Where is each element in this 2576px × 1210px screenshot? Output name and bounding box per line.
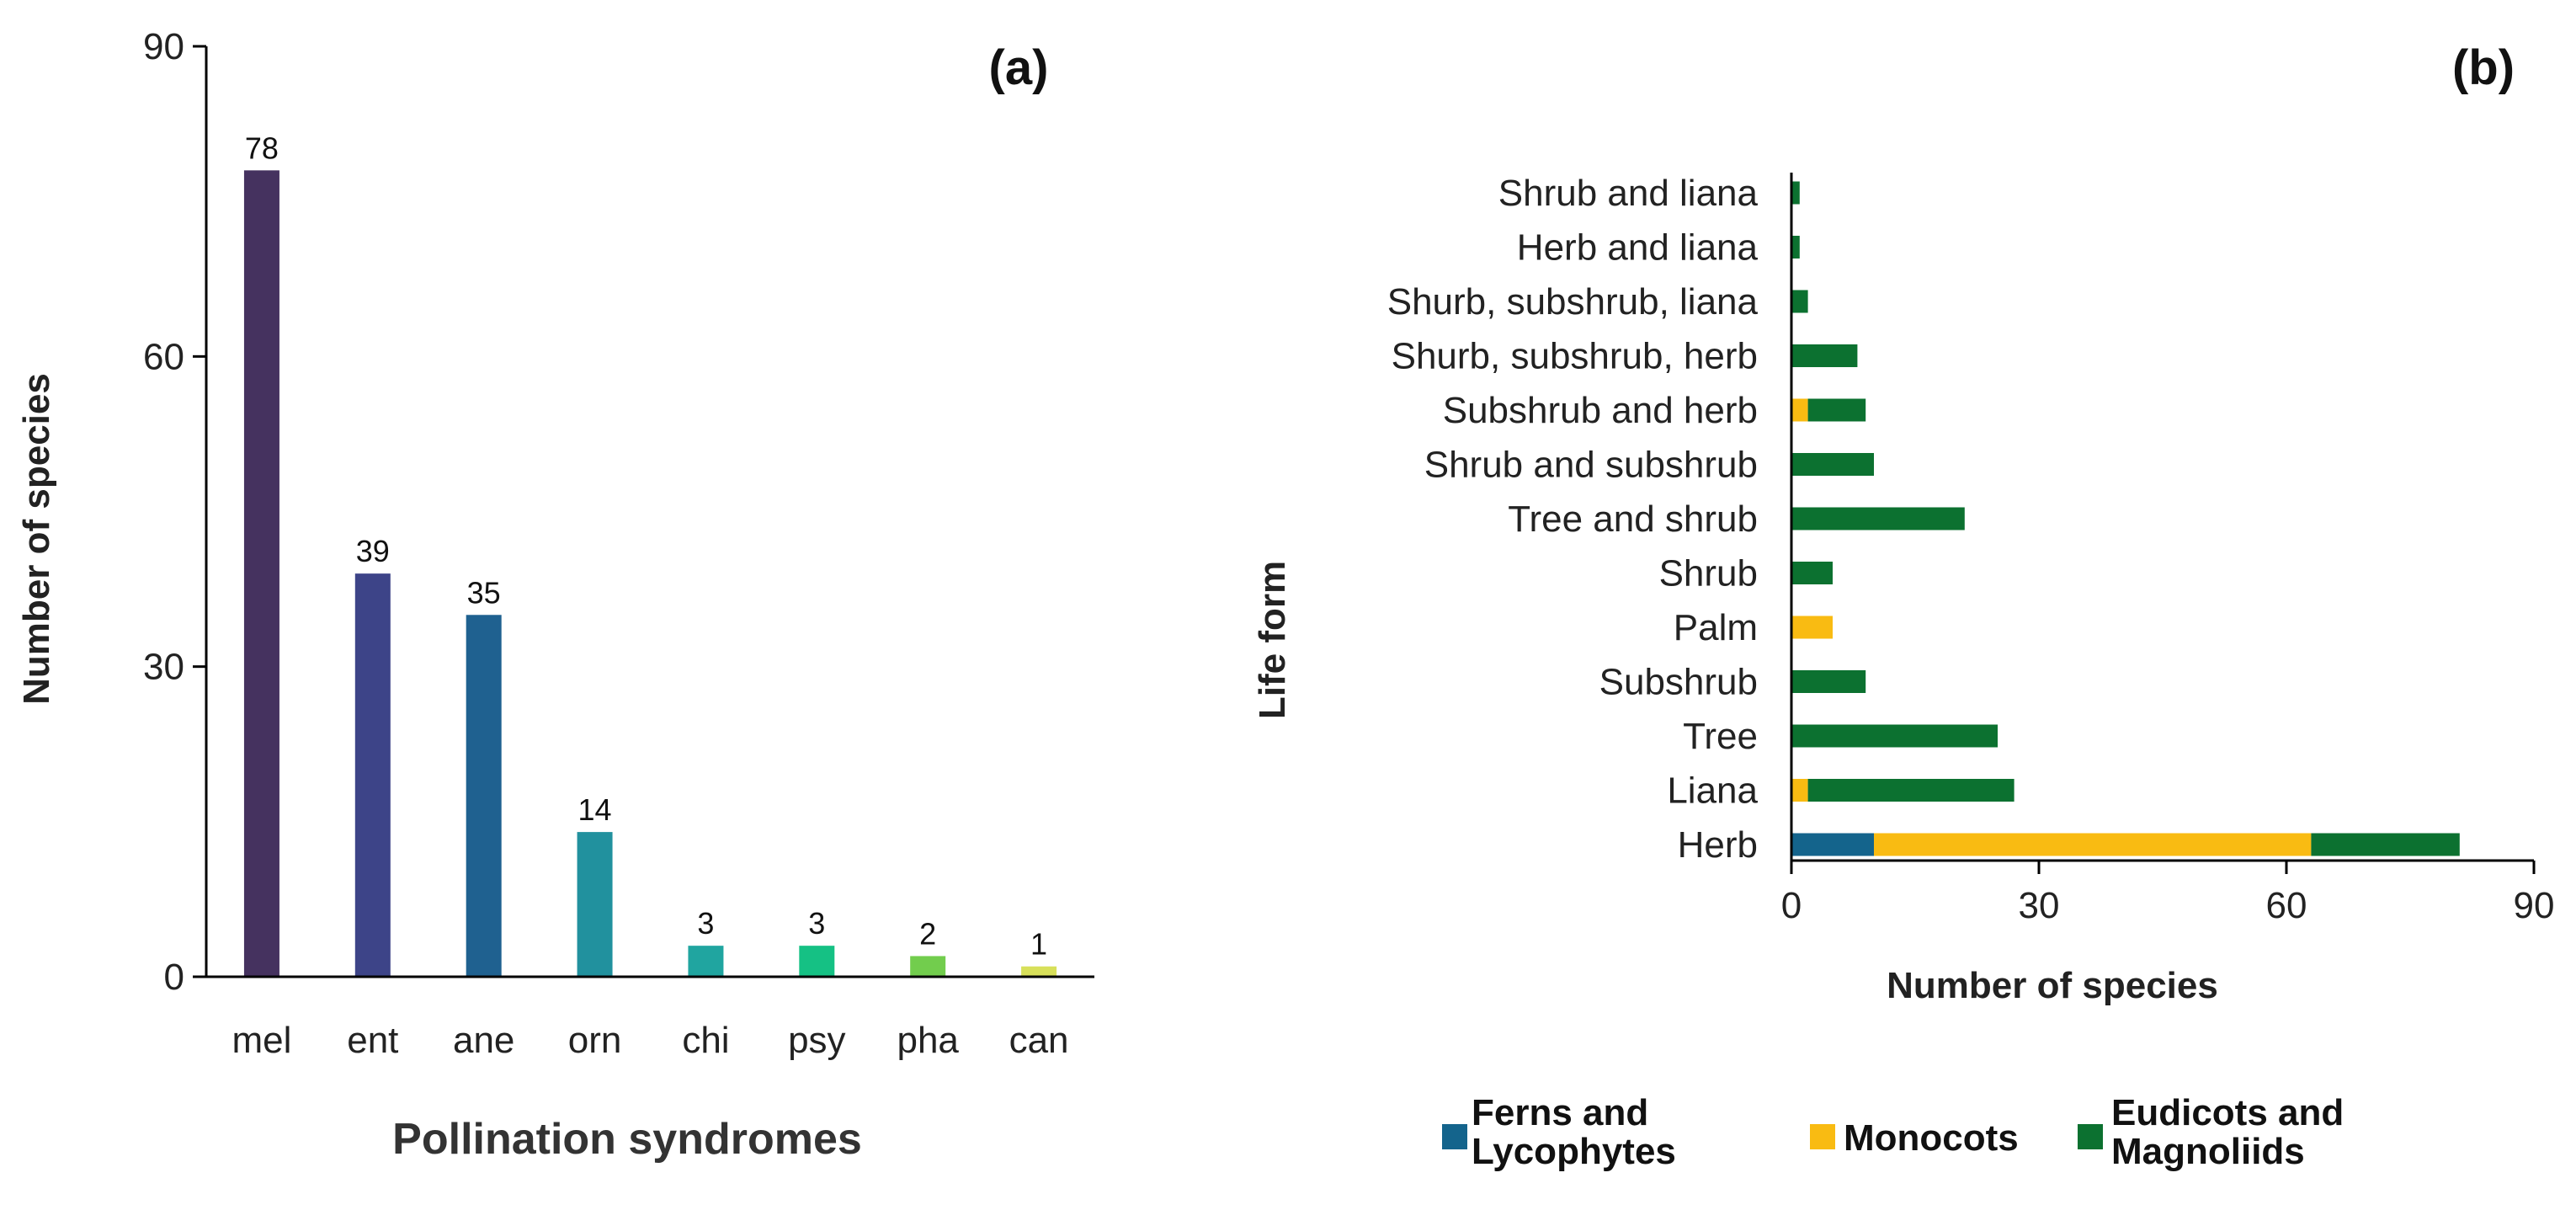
chart-a-y-ticks: 0 30 60 90 <box>143 26 206 998</box>
chart-b-category-shrub-and-subshrub: Shrub and subshrub <box>1424 445 1758 486</box>
chart-b-category-subshrub: Subshrub <box>1599 662 1758 703</box>
chart-a-data-label-ane: 35 <box>467 575 501 610</box>
chart-b: (b) Shrub and liana Herb and liana Shurb, … <box>1252 40 2554 1172</box>
chart-b-bar-shrub-2 <box>1791 562 1833 584</box>
chart-b-bar-tree-and-shrub-2 <box>1791 507 1965 530</box>
chart-a-x-tick-can: can <box>1009 1020 1069 1061</box>
chart-b-category-shrub: Shrub <box>1659 553 1758 594</box>
chart-b-legend-swatch-0 <box>1442 1124 1467 1149</box>
chart-b-bar-liana-2 <box>1807 779 2014 802</box>
chart-a-x-tick-mel: mel <box>232 1020 291 1061</box>
chart-b-bar-liana-1 <box>1791 779 1808 802</box>
chart-b-x-tick-60: 60 <box>2266 885 2307 926</box>
chart-b-bars <box>1791 181 2460 856</box>
chart-b-legend: Ferns and Lycophytes Monocots Eudicots and M… <box>1442 1092 2344 1172</box>
chart-a-x-ticks: mel ent ane orn chi psy pha can <box>232 1020 1068 1061</box>
chart-b-legend-label-1: Monocots <box>1844 1117 2019 1159</box>
chart-b-bar-herb-1 <box>1874 833 2312 856</box>
chart-b-bar-subshrub-and-herb-1 <box>1791 398 1808 422</box>
chart-a-bar-orn <box>577 832 613 977</box>
chart-a-data-label-orn: 14 <box>578 792 612 827</box>
chart-a-bar-pha <box>910 956 946 977</box>
chart-a-data-label-pha: 2 <box>919 916 936 951</box>
chart-b-category-liana: Liana <box>1667 770 1758 812</box>
chart-a-bar-ent <box>354 573 391 977</box>
chart-a-x-tick-chi: chi <box>682 1020 729 1061</box>
chart-b-bar-herb-2 <box>2311 833 2460 856</box>
chart-a-x-tick-ent: ent <box>347 1020 398 1061</box>
chart-b-x-ticks: 0 30 60 90 <box>1781 861 2555 926</box>
chart-b-y-axis-title: Life form <box>1252 561 1293 719</box>
chart-a-bar-mel <box>243 170 279 978</box>
chart-a: (a) 78 39 35 14 3 3 2 1 0 30 60 90 mel ent ane orn chi… <box>16 26 1094 1164</box>
chart-b-legend-swatch-2 <box>2078 1124 2103 1149</box>
chart-b-bar-shurb-subshrub-liana-2 <box>1791 290 1808 313</box>
chart-b-x-axis-title: Number of species <box>1887 965 2218 1006</box>
chart-a-data-label-chi: 3 <box>697 906 714 941</box>
chart-a-x-tick-ane: ane <box>453 1020 514 1061</box>
chart-a-y-tick-90: 90 <box>143 26 184 67</box>
chart-b-bar-shrub-and-subshrub-2 <box>1791 453 1874 476</box>
chart-b-category-shrub-and-liana: Shrub and liana <box>1498 173 1759 214</box>
chart-b-x-tick-30: 30 <box>2019 885 2060 926</box>
chart-b-bar-subshrub-and-herb-2 <box>1807 398 1866 422</box>
chart-a-y-tick-0: 0 <box>164 957 184 998</box>
chart-a-bar-chi <box>688 946 724 977</box>
chart-b-legend-label-2: Eudicots and Magnoliids <box>2111 1092 2344 1172</box>
chart-b-panel-label: (b) <box>2452 40 2515 95</box>
chart-a-data-label-mel: 78 <box>245 131 279 165</box>
chart-a-bar-can <box>1021 966 1057 977</box>
chart-b-category-labels: Shrub and liana Herb and liana Shurb, subs… <box>1387 173 1759 866</box>
chart-a-bar-ane <box>466 615 502 977</box>
chart-b-category-shurb-subshrub-liana: Shurb, subshrub, liana <box>1387 281 1759 322</box>
chart-a-x-tick-orn: orn <box>568 1020 622 1061</box>
chart-b-bar-shrub-and-liana-2 <box>1791 181 1800 205</box>
chart-b-x-tick-0: 0 <box>1781 885 1802 926</box>
chart-a-x-axis-title: Pollination syndromes <box>392 1115 862 1164</box>
chart-b-bar-palm-1 <box>1791 616 1833 639</box>
chart-a-data-label-can: 1 <box>1030 927 1047 962</box>
chart-a-y-tick-60: 60 <box>143 336 184 377</box>
chart-b-legend-label-0: Ferns and Lycophytes <box>1472 1092 1676 1172</box>
chart-a-x-tick-pha: pha <box>897 1020 959 1061</box>
chart-b-legend-swatch-1 <box>1810 1124 1835 1149</box>
chart-b-bar-shurb-subshrub-herb-2 <box>1791 344 1858 367</box>
chart-a-x-tick-psy: psy <box>788 1020 845 1061</box>
chart-b-category-palm: Palm <box>1674 607 1758 648</box>
chart-a-y-axis-title: Number of species <box>16 373 57 705</box>
chart-b-bar-herb-and-liana-2 <box>1791 236 1800 259</box>
chart-a-y-tick-30: 30 <box>143 647 184 688</box>
chart-b-category-herb-and-liana: Herb and liana <box>1517 227 1759 269</box>
chart-a-panel-label: (a) <box>989 40 1049 95</box>
chart-a-data-labels: 78 39 35 14 3 3 2 1 <box>245 131 1047 961</box>
chart-a-bar-psy <box>799 946 835 977</box>
chart-b-category-shurb-subshrub-herb: Shurb, subshrub, herb <box>1392 336 1758 377</box>
chart-b-category-tree: Tree <box>1683 716 1758 757</box>
chart-b-category-herb: Herb <box>1678 824 1758 866</box>
chart-b-bar-subshrub-2 <box>1791 670 1866 693</box>
chart-a-bars <box>243 170 1057 978</box>
chart-b-bar-tree-2 <box>1791 724 1998 748</box>
chart-a-data-label-ent: 39 <box>356 534 390 568</box>
chart-a-data-label-psy: 3 <box>808 906 825 941</box>
chart-b-category-subshrub-and-herb: Subshrub and herb <box>1443 390 1758 431</box>
chart-b-x-tick-90: 90 <box>2514 885 2555 926</box>
chart-b-bar-herb-0 <box>1791 833 1874 856</box>
chart-b-category-tree-and-shrub: Tree and shrub <box>1508 498 1758 540</box>
